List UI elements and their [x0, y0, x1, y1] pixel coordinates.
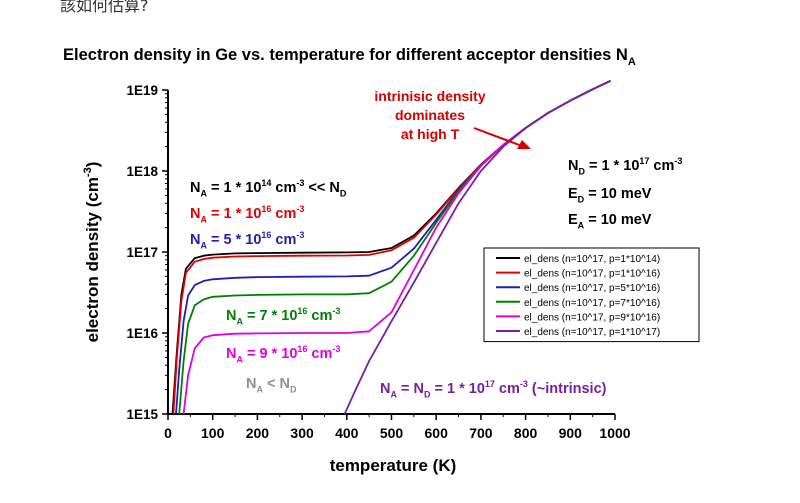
y-tick-label: 1E16 — [126, 326, 158, 341]
chart-title: Electron density in Ge vs. temperature f… — [63, 46, 636, 68]
y-axis-label: electron density (cm-3) — [82, 162, 102, 343]
top-cropped-text: 該如何估算? — [60, 0, 149, 15]
annotation-ea: EA = 10 meV — [568, 212, 652, 230]
annotations: NA = 1 * 1014 cm-3 << ND NA = 1 * 1016 cm… — [190, 88, 682, 399]
intrinsic-note-line: at high T — [401, 126, 460, 142]
series-lines — [171, 79, 611, 414]
annotation-na14: NA = 1 * 1014 cm-3 << ND — [190, 178, 347, 198]
legend-label: el_dens (n=10^17, p=1*10^16) — [524, 269, 660, 280]
legend-label: el_dens (n=10^17, p=9*10^16) — [524, 312, 660, 323]
intrinsic-note-line: intrinisic density — [374, 88, 485, 104]
arrow-head — [517, 140, 531, 149]
x-axis-label: temperature (K) — [330, 456, 457, 475]
x-tick-label: 600 — [425, 425, 449, 441]
annotation-na16: NA = 1 * 1016 cm-3 — [190, 204, 304, 224]
x-tick-label: 100 — [201, 425, 225, 441]
annotation-na916: NA = 9 * 1016 cm-3 — [226, 344, 340, 364]
annotation-naeqnd: NA = ND = 1 * 1017 cm-3 (~intrinsic) — [380, 379, 607, 399]
y-tick-label: 1E17 — [126, 245, 158, 260]
annotation-ed: ED = 10 meV — [568, 186, 652, 204]
annotation-na716: NA = 7 * 1016 cm-3 — [226, 306, 340, 326]
intrinsic-note-line: dominates — [395, 107, 465, 123]
chart-title-subscript: A — [628, 56, 636, 68]
intrinsic-arrow — [473, 127, 531, 149]
legend-label: el_dens (n=10^17, p=1*10^14) — [524, 254, 660, 265]
arrow-shaft — [473, 127, 523, 147]
annotation-na516: NA = 5 * 1016 cm-3 — [190, 230, 304, 250]
annotation-nd: ND = 1 * 1017 cm-3 — [568, 156, 682, 176]
y-tick-label: 1E19 — [126, 83, 158, 98]
x-tick-label: 800 — [514, 425, 538, 441]
y-tick-label: 1E18 — [126, 164, 158, 179]
x-tick-label: 900 — [559, 425, 583, 441]
x-tick-label: 400 — [335, 425, 359, 441]
x-tick-label: 0 — [164, 425, 172, 441]
legend-label: el_dens (n=10^17, p=5*10^16) — [524, 283, 660, 294]
legend-box — [483, 247, 700, 343]
legend-label: el_dens (n=10^17, p=1*10^17) — [524, 327, 660, 338]
axis-ticks: 0 100 200 300 400 500 600 700 800 900 1000 1E15 1E16… — [126, 83, 630, 441]
chart-title-main: Electron density in Ge vs. temperature f… — [63, 46, 628, 64]
series-line-6 — [343, 79, 611, 414]
annotation-naltnd: NA < ND — [246, 376, 297, 394]
x-tick-label: 300 — [290, 425, 314, 441]
legend-label: el_dens (n=10^17, p=7*10^16) — [524, 298, 660, 309]
y-tick-label: 1E15 — [126, 407, 158, 422]
x-tick-label: 200 — [246, 425, 270, 441]
x-tick-label: 500 — [380, 425, 404, 441]
legend: el_dens (n=10^17, p=1*10^14) el_dens (n=1… — [483, 247, 700, 343]
x-tick-label: 700 — [469, 425, 493, 441]
x-tick-label: 1000 — [599, 425, 630, 441]
